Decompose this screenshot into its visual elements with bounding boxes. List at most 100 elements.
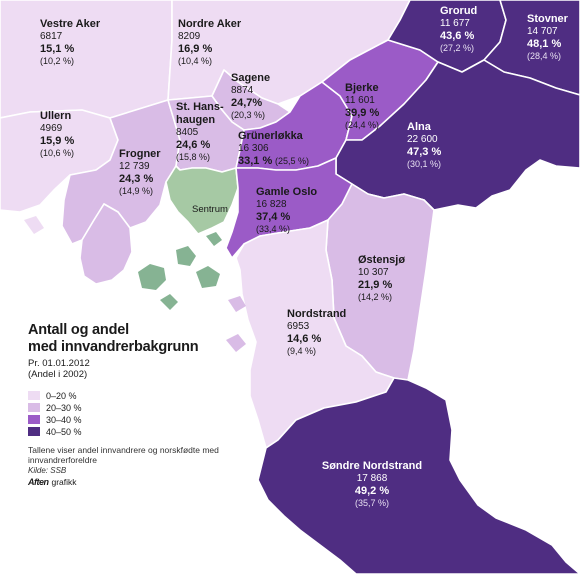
legend-item: 20–30 % (28, 402, 258, 413)
district-count: 16 306 (238, 143, 269, 154)
district-name: Frogner (119, 148, 161, 160)
district-pct: 15,1 % (40, 43, 75, 55)
legend-subtitle-line2: (Andel i 2002) (28, 369, 88, 380)
district-name: Søndre Nordstrand (321, 460, 423, 472)
district-count: 8209 (178, 31, 201, 42)
district-pct: 14,6 % (287, 333, 322, 345)
legend-label: 40–50 % (46, 426, 82, 437)
district-name: Grünerløkka (238, 130, 303, 142)
district-pct: 33,1 % (238, 155, 273, 167)
legend-item: 40–50 % (28, 426, 258, 437)
legend-note: Tallene viser andel innvandrere og norsk… (28, 445, 219, 465)
district-pct: 21,9 % (358, 279, 393, 291)
district-name-line1: St. Hans- (176, 101, 224, 113)
legend-item: 0–20 % (28, 390, 258, 401)
legend-subtitle-line1: Pr. 01.01.2012 (28, 358, 90, 369)
district-share-2002: (33,4 %) (256, 224, 291, 234)
district-count: 12 739 (119, 161, 150, 172)
district-name: Vestre Aker (40, 18, 101, 30)
district-name: Nordstrand (287, 308, 347, 320)
island (226, 334, 246, 352)
legend-swatch (28, 427, 40, 436)
district-count: 6953 (287, 321, 310, 332)
district-sentrum[interactable] (165, 165, 239, 235)
legend-swatch (28, 391, 40, 400)
district-count: 10 307 (358, 267, 389, 278)
label-frogner: Frogner 12 739 24,3 % (14,9 %) (119, 148, 161, 197)
district-count: 4969 (40, 123, 63, 134)
island (24, 216, 44, 234)
district-pct: 15,9 % (40, 135, 75, 147)
island (196, 266, 220, 288)
district-name: Grorud (440, 5, 478, 17)
label-bjerke: Bjerke 11 601 39,9 % (24,4 %) (345, 82, 379, 131)
district-name: Sagene (231, 72, 271, 84)
district-count: 6817 (40, 31, 63, 42)
district-share-2002: (10,4 %) (178, 56, 213, 66)
district-share-2002: (25,5 %) (275, 156, 310, 166)
legend-title-line1: Antall og andel (28, 322, 129, 338)
credit-text: grafikk (51, 477, 77, 487)
label-stovner: Stovner 14 707 48,1 % (28,4 %) (527, 13, 568, 62)
district-pct: 39,9 % (345, 107, 380, 119)
district-pct: 43,6 % (440, 30, 475, 42)
legend-swatch (28, 415, 40, 424)
label-ullern: Ullern 4969 15,9 % (10,6 %) (40, 110, 74, 159)
district-share-2002: (15,8 %) (176, 152, 211, 162)
label-sentrum: Sentrum (192, 204, 228, 216)
legend-items: 0–20 % 20–30 % 30–40 % 40–50 % (28, 390, 258, 437)
label-alna: Alna 22 600 47,3 % (30,1 %) (407, 121, 441, 170)
island (228, 296, 246, 312)
legend-label: 0–20 % (46, 390, 77, 401)
district-name: Alna (407, 121, 431, 133)
label-st-hanshaugen: St. Hans- haugen 8405 24,6 % (15,8 %) (176, 101, 224, 163)
legend-label: 30–40 % (46, 414, 82, 425)
district-count: 22 600 (407, 134, 438, 145)
district-name: Nordre Aker (178, 18, 242, 30)
graphics-credit: Aften grafikk (28, 477, 258, 487)
district-pct: 24,7% (231, 97, 263, 109)
district-alna[interactable] (335, 59, 580, 211)
district-share-2002: (14,9 %) (119, 186, 154, 196)
district-share-2002: (24,4 %) (345, 120, 380, 130)
district-count: 11 601 (345, 95, 375, 106)
district-name-line2: haugen (176, 114, 216, 126)
district-share-2002: (9,4 %) (287, 346, 317, 356)
district-pct: 37,4 % (256, 211, 291, 223)
district-name: Østensjø (358, 254, 406, 266)
label-grorud: Grorud 11 677 43,6 % (27,2 %) (440, 5, 477, 54)
label-sagene: Sagene 8874 24,7% (20,3 %) (231, 72, 270, 121)
district-share-2002: (27,2 %) (440, 43, 475, 53)
district-name: Gamle Oslo (256, 186, 318, 198)
district-frogner-bygdoy (79, 203, 133, 285)
district-name: Bjerke (345, 82, 379, 94)
district-pct: 47,3 % (407, 146, 442, 158)
island (160, 294, 178, 310)
district-count: 17 868 (356, 473, 388, 484)
label-grunerlokka: Grünerløkka 16 306 33,1 % (25,5 %) (238, 130, 309, 168)
label-vestre-aker: Vestre Aker 6817 15,1 % (10,2 %) (40, 18, 100, 67)
district-share-2002: (28,4 %) (527, 51, 562, 61)
district-share-2002: (10,6 %) (40, 148, 75, 158)
newspaper-logo: Aften (28, 477, 49, 487)
label-nordstrand: Nordstrand 6953 14,6 % (9,4 %) (287, 308, 346, 357)
district-name: Sentrum (192, 204, 228, 215)
district-sondre-nordstrand[interactable] (257, 377, 580, 574)
district-count: 8405 (176, 127, 199, 138)
island (176, 246, 196, 266)
district-pct: 49,2 % (354, 485, 390, 497)
district-name: Ullern (40, 110, 72, 122)
district-name: Stovner (527, 13, 568, 25)
district-pct: 24,6 % (176, 139, 211, 151)
district-pct-row: 33,1 % (25,5 %) (238, 155, 309, 168)
district-count: 8874 (231, 85, 254, 96)
map-legend: Antall og andel med innvandrerbakgrunn P… (28, 322, 258, 487)
island (206, 232, 222, 246)
label-gamle-oslo: Gamle Oslo 16 828 37,4 % (33,4 %) (256, 186, 317, 235)
district-share-2002: (20,3 %) (231, 110, 266, 120)
district-pct: 48,1 % (527, 38, 562, 50)
district-count: 16 828 (256, 199, 287, 210)
label-ostensjo: Østensjø 10 307 21,9 % (14,2 %) (358, 254, 405, 303)
legend-item: 30–40 % (28, 414, 258, 425)
